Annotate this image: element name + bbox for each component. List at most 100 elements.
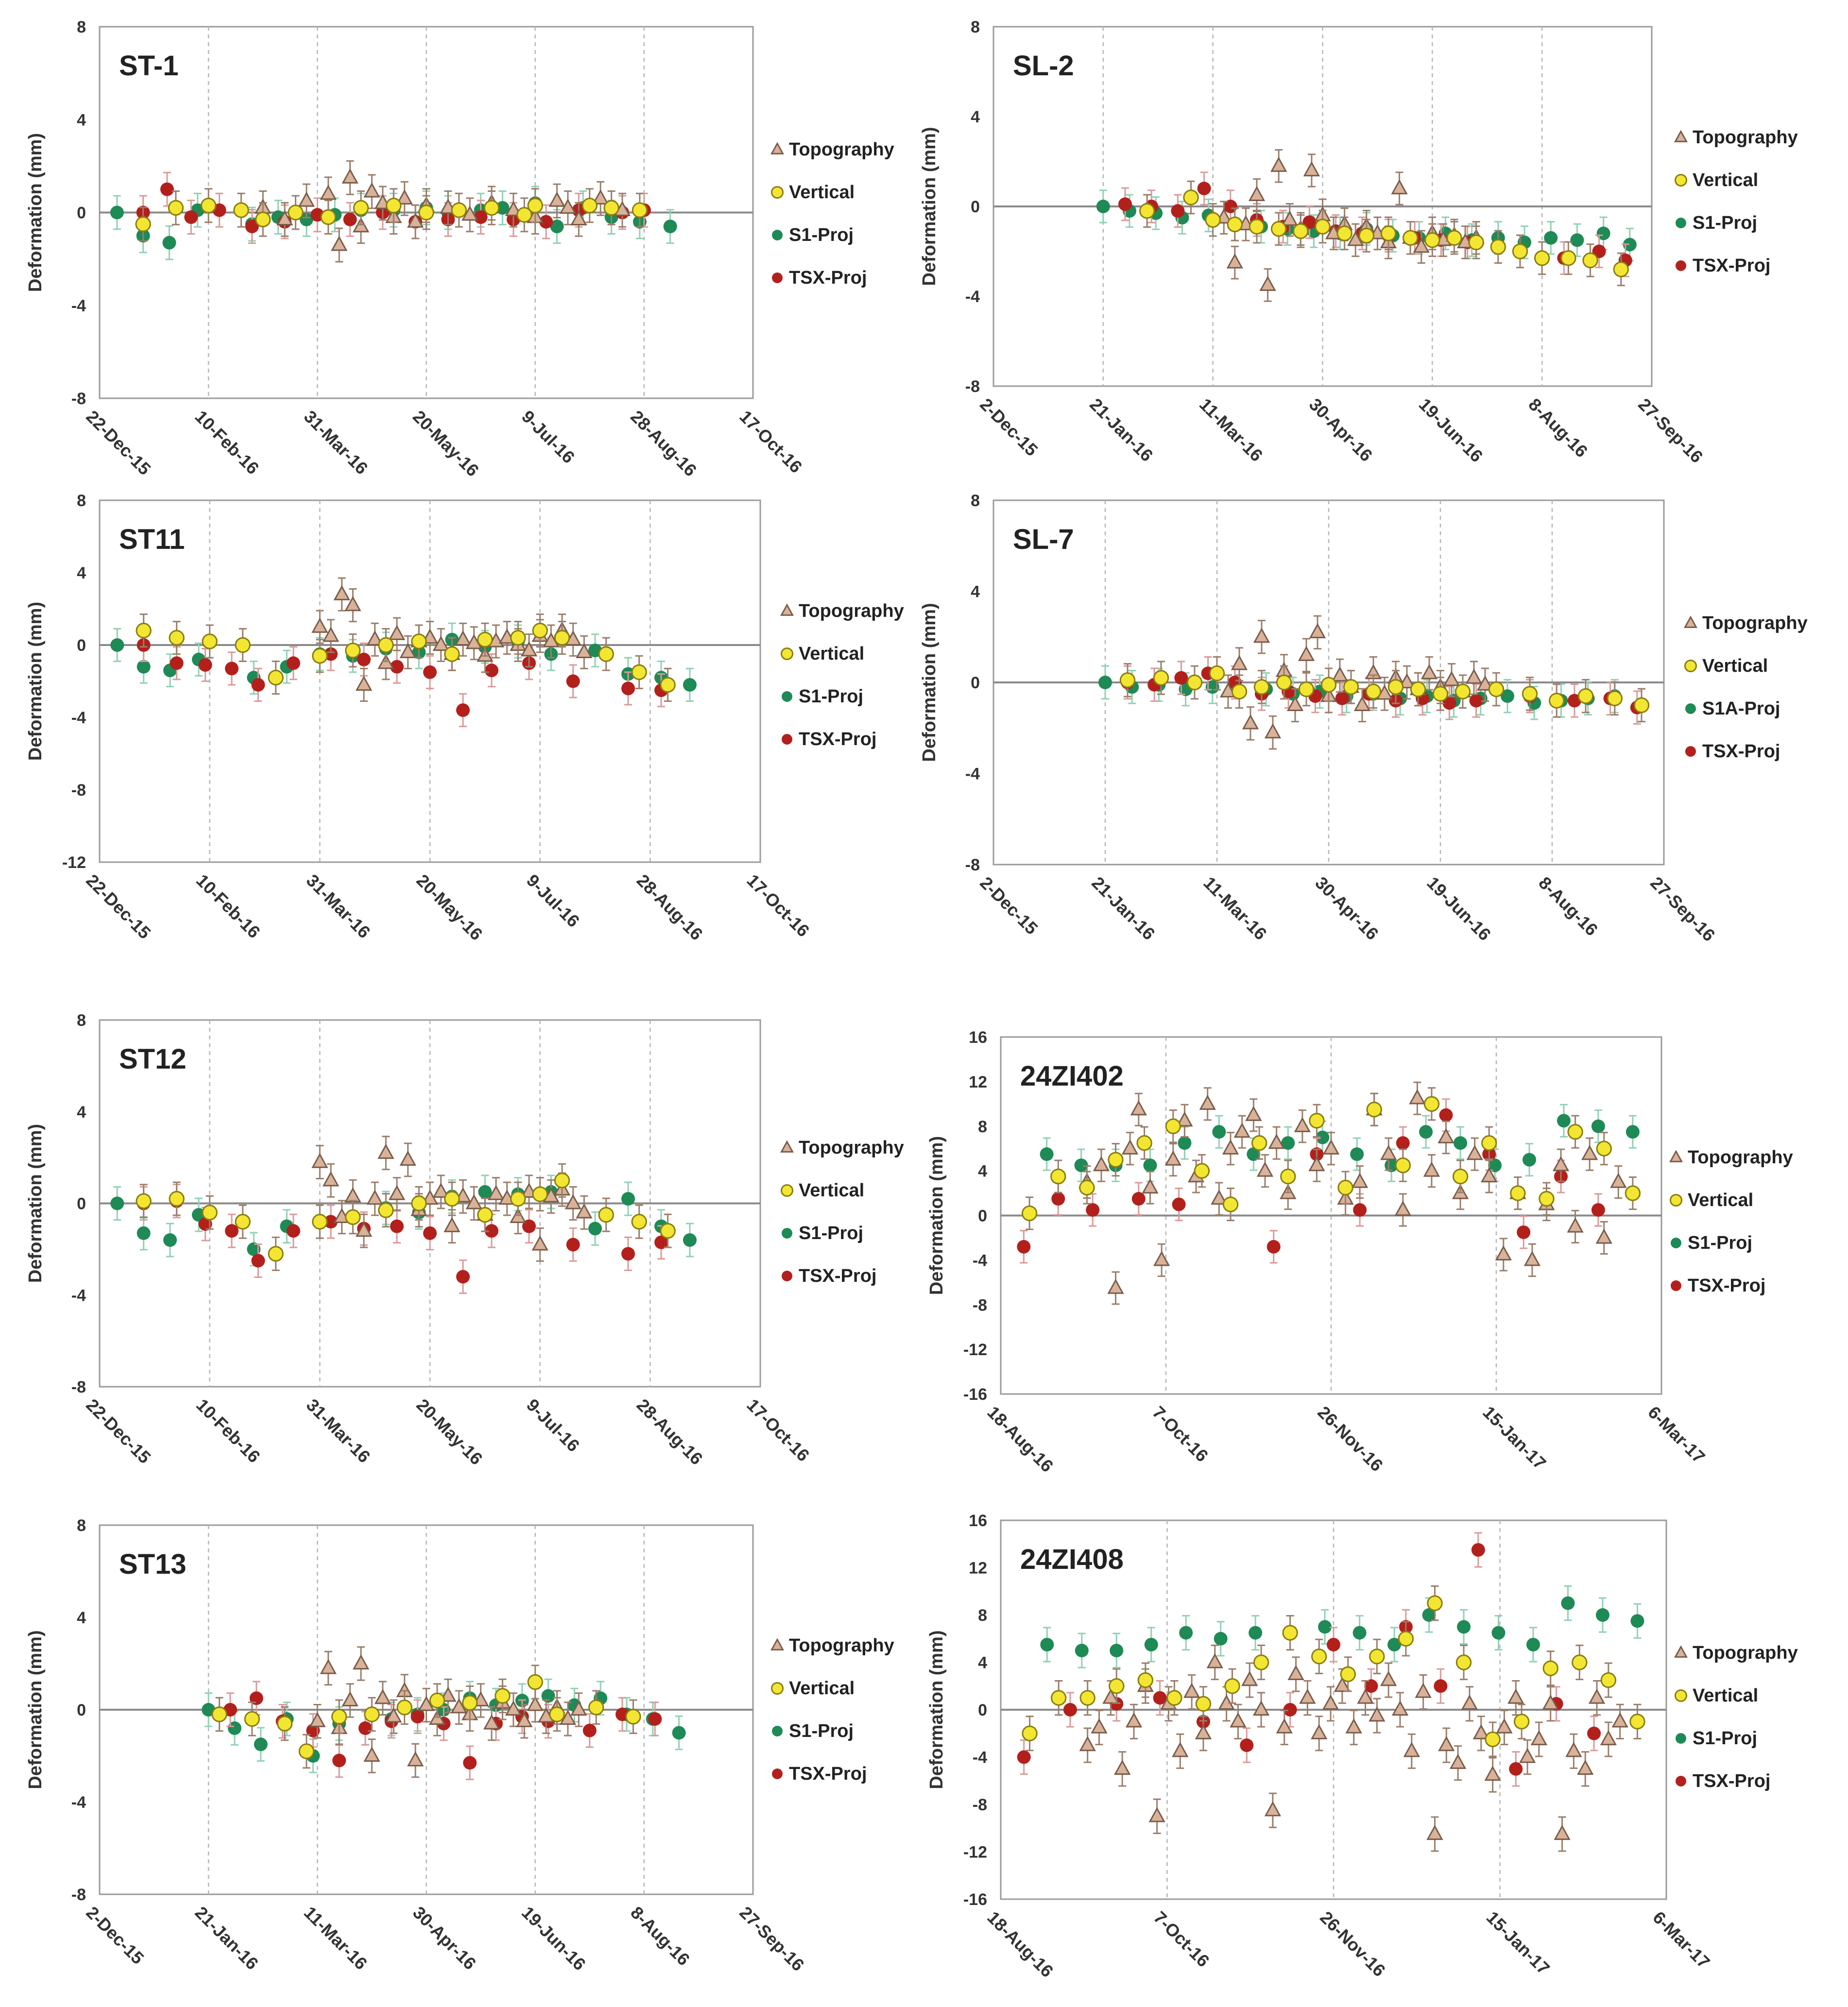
data-point	[1476, 675, 1494, 691]
data-point	[576, 1203, 593, 1219]
data-point	[1231, 655, 1248, 670]
data-point	[1424, 232, 1440, 248]
y-tick-label: 4	[77, 564, 86, 582]
data-point	[1413, 238, 1430, 253]
y-tick-label: 8	[971, 492, 980, 510]
x-tick-label: 21-Jan-16	[1086, 394, 1157, 465]
data-point	[1197, 182, 1211, 195]
data-point	[576, 643, 593, 659]
data-point	[1280, 1168, 1296, 1185]
data-point	[1233, 1123, 1250, 1138]
data-point	[429, 1692, 445, 1709]
data-point	[1485, 1731, 1501, 1748]
data-point	[527, 197, 543, 214]
data-point	[1121, 1139, 1139, 1155]
y-tick-label: -4	[973, 1749, 987, 1767]
y-tick-label: -16	[963, 1385, 987, 1404]
x-tick-label: 22-Dec-15	[82, 870, 154, 943]
data-point	[1153, 1251, 1170, 1266]
data-point	[1276, 1718, 1293, 1734]
data-point	[411, 1710, 425, 1724]
data-point	[1544, 231, 1558, 245]
data-point	[631, 1214, 647, 1230]
data-point	[461, 205, 479, 221]
data-point	[1610, 1173, 1627, 1188]
legend-label: Vertical	[789, 1678, 855, 1699]
x-tick-label: 26-Nov-16	[1316, 1907, 1389, 1981]
data-point	[355, 1222, 373, 1237]
series-vertical	[1139, 180, 1629, 287]
data-point	[353, 200, 369, 216]
data-point	[235, 1214, 251, 1230]
y-tick-label: -4	[71, 1793, 86, 1812]
data-point	[1178, 1136, 1192, 1150]
data-point	[1410, 681, 1426, 697]
data-point	[1308, 1156, 1325, 1172]
data-point	[110, 638, 124, 652]
data-point	[1340, 1666, 1356, 1683]
series-s1-proj	[1040, 1104, 1640, 1182]
data-point	[1591, 1203, 1605, 1217]
data-point	[559, 1709, 577, 1725]
data-point	[227, 1721, 241, 1735]
data-point	[235, 637, 251, 653]
data-point	[548, 191, 565, 207]
chart-panel-1: -8 -4 0 4 8 Deformation (mm) 22-Dec-15 10-Feb-1…	[25, 18, 894, 480]
data-point	[483, 200, 500, 216]
y-tick-label: 4	[971, 108, 980, 126]
legend-label: S1-Proj	[1693, 1728, 1757, 1749]
data-point	[1366, 1102, 1382, 1118]
x-tick-label: 27-Sep-16	[1646, 873, 1719, 945]
data-point	[1212, 1125, 1226, 1139]
x-tick-label: 15-Jan-17	[1483, 1907, 1554, 1978]
data-point	[1130, 1100, 1147, 1116]
data-point	[255, 211, 271, 228]
data-point	[1423, 1096, 1440, 1112]
data-point	[1222, 1196, 1239, 1212]
data-point	[1264, 1801, 1282, 1817]
legend-marker	[770, 186, 784, 199]
data-point	[1422, 1608, 1436, 1622]
data-point	[331, 1709, 347, 1725]
data-point	[1512, 243, 1528, 259]
legend-marker	[1685, 746, 1696, 757]
x-tick-label: 9-Jul-16	[518, 407, 579, 467]
data-point	[137, 660, 151, 674]
data-point	[477, 1207, 493, 1223]
chart-panel-6: -16 -12 -8 -4 0 4 8 12 16 Deformation (mm) 18-Aug-…	[926, 1028, 1793, 1476]
y-tick-label: 4	[77, 1609, 86, 1627]
x-tick-label: 31-Mar-16	[303, 1395, 375, 1467]
data-point	[683, 1233, 697, 1247]
data-point	[516, 1712, 533, 1727]
y-tick-label: 8	[77, 1011, 86, 1030]
y-tick-label: 12	[969, 1073, 987, 1091]
data-point	[1183, 189, 1199, 205]
data-point	[554, 1173, 570, 1189]
data-point	[1623, 238, 1637, 252]
data-point	[1387, 679, 1404, 695]
data-point	[1164, 1150, 1181, 1166]
data-point	[1050, 1690, 1067, 1706]
x-tick-label: 2-Dec-15	[976, 394, 1042, 460]
data-point	[559, 198, 577, 214]
data-point	[1172, 1742, 1189, 1757]
data-point	[363, 182, 380, 198]
x-tick-label: 30-Apr-16	[409, 1903, 480, 1973]
x-tick-label: 19-Jun-16	[518, 1903, 590, 1974]
legend-label: TSX-Proj	[799, 1266, 876, 1286]
data-point	[390, 660, 404, 674]
x-tick-label: 28-Aug-16	[633, 1395, 707, 1469]
data-point	[1322, 1139, 1340, 1155]
y-tick-label: -8	[71, 1378, 86, 1396]
data-point	[322, 627, 340, 642]
legend-marker	[772, 1769, 783, 1779]
legend-marker	[1671, 1280, 1681, 1291]
data-point	[582, 197, 598, 214]
data-point	[298, 1743, 315, 1759]
data-point	[1205, 212, 1221, 228]
y-tick-label: 0	[971, 674, 980, 692]
data-point	[1299, 1688, 1316, 1704]
data-point	[1214, 1632, 1228, 1646]
data-point	[1153, 1691, 1167, 1705]
y-tick-label: 0	[77, 636, 86, 655]
